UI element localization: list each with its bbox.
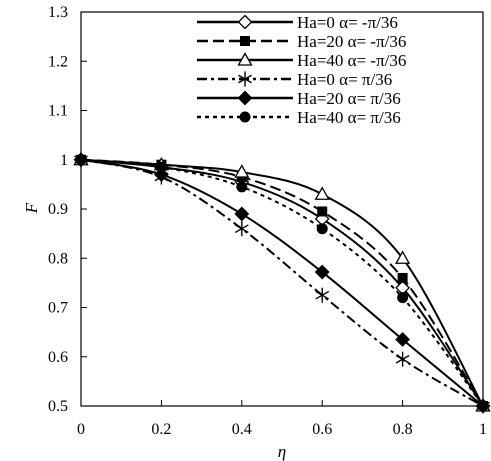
legend-item: Ha=0 α= π/36 (197, 70, 392, 89)
data-point-triangle (394, 250, 411, 264)
x-tick-label: 0.4 (232, 421, 252, 438)
legend-label: Ha=0 α= π/36 (297, 70, 392, 89)
legend-label: Ha=40 α= π/36 (297, 108, 401, 127)
legend-item: Ha=0 α= -π/36 (197, 13, 398, 32)
series-layer (73, 151, 491, 414)
data-point-circle (236, 181, 248, 193)
series-3 (73, 151, 491, 412)
data-point-triangle (237, 52, 253, 66)
legend-label: Ha=20 α= π/36 (297, 89, 401, 108)
legend-item: Ha=40 α= π/36 (197, 108, 401, 127)
data-point-circle (477, 400, 489, 412)
legend-label: Ha=40 α= -π/36 (297, 51, 406, 70)
data-point-diamond (395, 332, 411, 347)
data-point-diamond (237, 14, 253, 30)
data-point-circle (397, 292, 409, 304)
data-point-circle (239, 111, 251, 123)
x-tick-label: 0.2 (151, 421, 171, 438)
y-tick-label: 0.8 (48, 250, 68, 267)
plot-frame (80, 11, 484, 407)
data-point-square (317, 206, 328, 217)
legend-item: Ha=40 α= -π/36 (197, 51, 406, 70)
series-2 (76, 154, 488, 411)
y-tick-label: 1.3 (48, 4, 68, 21)
x-tick-label: 1 (479, 421, 487, 438)
series-4 (74, 152, 490, 414)
y-axis-title: F (22, 202, 41, 214)
legend-item: Ha=20 α= -π/36 (197, 32, 406, 51)
x-tick-label: 0.8 (393, 421, 413, 438)
x-tick-label: 0 (77, 421, 85, 438)
data-point-diamond (237, 90, 253, 106)
data-point-circle (155, 161, 167, 173)
data-point-asterisk (238, 71, 252, 87)
x-axis-title: η (278, 442, 286, 461)
y-tick-label: 1 (60, 152, 68, 169)
y-tick-label: 0.7 (48, 300, 68, 317)
legend-label: Ha=0 α= -π/36 (297, 13, 398, 32)
data-point-asterisk (234, 221, 249, 237)
data-point-triangle (314, 186, 330, 200)
data-point-square (240, 36, 250, 46)
series-line (80, 158, 484, 407)
ticks-layer: 0 0.2 0.4 0.6 0.8 1 0.5 0.6 0.7 0.8 0.9 1 1.1 1.2 1.3 (48, 4, 487, 438)
y-tick-label: 1.1 (48, 103, 68, 120)
data-point-square (397, 272, 408, 283)
data-point-diamond (234, 206, 250, 222)
y-tick-label: 1.2 (48, 53, 68, 70)
data-point-triangle (234, 164, 250, 178)
series-5 (73, 152, 491, 414)
data-point-circle (316, 223, 328, 235)
data-point-circle (75, 154, 87, 166)
y-tick-label: 0.5 (48, 398, 68, 415)
data-point-asterisk (315, 287, 330, 303)
x-tick-label: 0.6 (312, 421, 332, 438)
legend-label: Ha=20 α= -π/36 (297, 32, 406, 51)
y-tick-label: 0.6 (48, 349, 68, 366)
data-point-asterisk (395, 351, 410, 367)
legend-item: Ha=20 α= π/36 (197, 89, 401, 108)
y-tick-label: 0.9 (48, 201, 68, 218)
series-1 (73, 152, 491, 414)
data-point-diamond (314, 264, 330, 280)
series-6 (75, 154, 489, 412)
